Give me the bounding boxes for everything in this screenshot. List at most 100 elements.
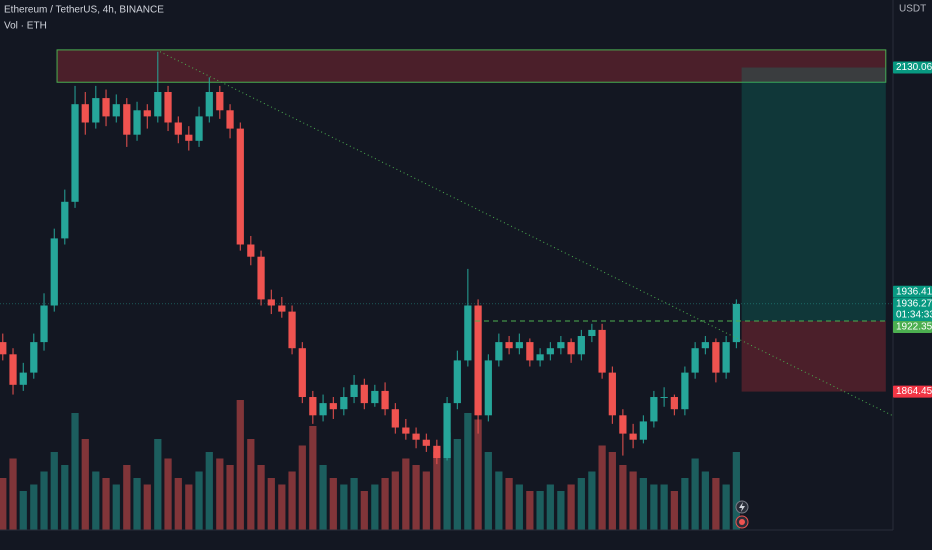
volume-bar xyxy=(567,484,575,530)
volume-bar xyxy=(391,471,399,530)
candle-body xyxy=(505,342,513,349)
volume-bar xyxy=(247,439,255,530)
candle-body xyxy=(381,390,389,410)
volume-bar xyxy=(650,484,658,530)
volume-bar xyxy=(701,471,709,530)
volume-bar xyxy=(732,452,740,530)
candle-body xyxy=(350,384,358,398)
candle-body xyxy=(257,256,265,300)
candle-body xyxy=(650,397,658,422)
volume-bar xyxy=(443,432,451,530)
candle-body xyxy=(154,91,162,117)
candle-body xyxy=(557,342,565,349)
volume-bar xyxy=(236,400,244,530)
volume-bar xyxy=(515,484,523,530)
volume-bar xyxy=(660,484,668,530)
volume-bar xyxy=(505,478,513,530)
volume-bar xyxy=(464,413,472,530)
candle-body xyxy=(515,342,523,349)
volume-bar xyxy=(61,465,69,530)
y-axis-label: USDT xyxy=(899,4,926,15)
volume-bar xyxy=(298,445,306,530)
candle-body xyxy=(701,342,709,349)
volume-bar xyxy=(174,478,182,530)
candle-body xyxy=(681,372,689,410)
volume-bar xyxy=(40,471,48,530)
volume-bar xyxy=(133,478,141,530)
candle-body xyxy=(670,397,678,410)
candle-body xyxy=(102,98,110,117)
candle-body xyxy=(9,354,17,385)
candle-body xyxy=(267,299,275,306)
lightning-glyph xyxy=(739,502,745,512)
volume-bar xyxy=(19,491,27,530)
volume xyxy=(0,400,740,530)
volume-bar xyxy=(371,484,379,530)
candle-body xyxy=(588,329,596,337)
volume-bar xyxy=(9,458,17,530)
volume-bar xyxy=(453,439,461,530)
volume-bar xyxy=(92,471,100,530)
tools xyxy=(159,51,893,416)
volume-bar xyxy=(216,458,224,530)
candle-body xyxy=(484,360,492,416)
candle-body xyxy=(185,134,193,141)
candle-body xyxy=(639,421,647,440)
volume-bar xyxy=(278,484,286,530)
volume-bar xyxy=(360,491,368,530)
candle-body xyxy=(0,342,7,355)
volume-bar xyxy=(433,452,441,530)
chart-icons xyxy=(735,500,749,529)
volume-bar xyxy=(474,419,482,530)
volume-bar xyxy=(288,471,296,530)
candle-body xyxy=(298,348,306,398)
candle-body xyxy=(50,238,58,306)
candle-body xyxy=(629,433,637,440)
volume-bar xyxy=(712,478,720,530)
candle-body xyxy=(226,110,234,129)
price-line-label: 1936.41 xyxy=(896,286,932,297)
entry-label: 1922.35 xyxy=(896,322,932,333)
volume-bar xyxy=(267,478,275,530)
candle-body xyxy=(422,439,430,446)
candle-body xyxy=(19,372,27,385)
price-axis xyxy=(893,0,932,550)
last-close-label: 1936.27 xyxy=(896,299,932,310)
candle-body xyxy=(112,104,120,117)
volume-bar xyxy=(639,478,647,530)
overlays xyxy=(0,49,892,392)
candle-body xyxy=(474,305,482,416)
candle-body xyxy=(495,342,503,361)
volume-bar xyxy=(164,458,172,530)
event-glyph xyxy=(739,519,745,525)
volume-bar xyxy=(619,465,627,530)
volume-label: Vol · ETH xyxy=(4,21,47,32)
volume-bar xyxy=(495,471,503,530)
candle-body xyxy=(123,104,131,135)
volume-bar xyxy=(112,484,120,530)
candle-body xyxy=(567,342,575,355)
volume-bar xyxy=(484,452,492,530)
candle-body xyxy=(164,91,172,123)
candle-body xyxy=(360,384,368,404)
volume-bar xyxy=(412,465,420,530)
candle-body xyxy=(464,305,472,361)
candles xyxy=(0,51,740,465)
stop-label: 1864.45 xyxy=(896,386,932,397)
candle-body xyxy=(195,116,203,141)
volume-bar xyxy=(0,478,7,530)
candle-body xyxy=(722,342,730,373)
candle-body xyxy=(433,445,441,459)
volume-bar xyxy=(185,484,193,530)
candle-body xyxy=(577,336,585,355)
volume-bar xyxy=(329,478,337,530)
volume-bar xyxy=(50,452,58,530)
candle-body xyxy=(236,128,244,245)
candle-body xyxy=(536,354,544,361)
countdown-label: 01:34:33 xyxy=(896,310,932,321)
volume-bar xyxy=(154,439,162,530)
candle-body xyxy=(40,305,48,343)
volume-bar xyxy=(81,439,89,530)
chart-title: Ethereum / TetherUS, 4h, BINANCE xyxy=(4,5,164,16)
